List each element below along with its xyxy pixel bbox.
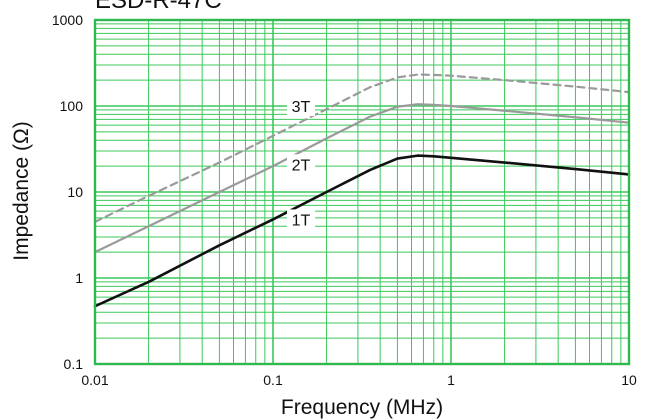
y-tick-label: 10 <box>67 184 83 200</box>
series-line-1t <box>93 154 631 308</box>
plot-frame <box>93 18 631 366</box>
y-tick-label: 100 <box>60 98 84 114</box>
x-tick-label: 0.1 <box>263 372 283 388</box>
x-tick-label: 0.01 <box>81 372 108 388</box>
series-label-bg <box>287 154 315 175</box>
x-tick-label: 10 <box>621 372 637 388</box>
y-tick-labels: 0.1 1 10 100 1000 <box>52 12 83 372</box>
x-tick-label: 1 <box>447 372 455 388</box>
chart-title: ESD-R-47C <box>95 0 222 14</box>
series-label-3t: 3T <box>292 99 311 116</box>
y-tick-label: 1 <box>75 270 83 286</box>
series-label-2t: 2T <box>292 157 311 174</box>
y-tick-label: 1000 <box>52 12 83 28</box>
plot-border <box>93 18 631 366</box>
series-label-bg <box>287 209 315 230</box>
series-label-bg <box>287 96 315 116</box>
series-labels: 3T 2T 1T <box>287 96 315 230</box>
series-line-2t <box>93 103 631 254</box>
y-axis-title: Impedance (Ω) <box>10 121 33 260</box>
series-lines <box>93 73 631 308</box>
x-axis-title: Frequency (MHz) <box>281 396 443 419</box>
series-label-1t: 1T <box>292 212 311 229</box>
x-tick-labels: 0.01 0.1 1 10 <box>81 372 637 388</box>
series-line-3t <box>93 73 631 223</box>
y-tick-label: 0.1 <box>64 356 84 372</box>
